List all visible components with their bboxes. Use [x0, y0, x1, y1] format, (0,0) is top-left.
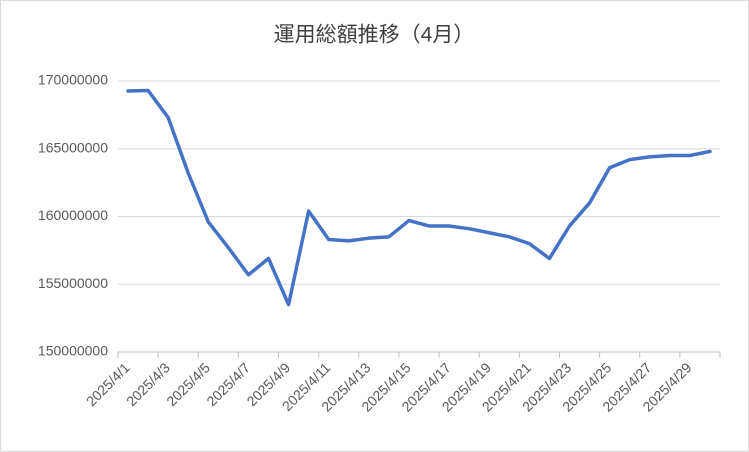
y-tick-label: 155000000	[38, 275, 108, 291]
y-tick-label: 165000000	[38, 139, 108, 155]
data-line	[126, 88, 712, 307]
y-tick-label: 160000000	[38, 207, 108, 223]
chart-title: 運用総額推移（4月）	[274, 24, 475, 47]
y-tick-label: 150000000	[38, 343, 108, 359]
y-tick-label: 170000000	[38, 72, 108, 88]
